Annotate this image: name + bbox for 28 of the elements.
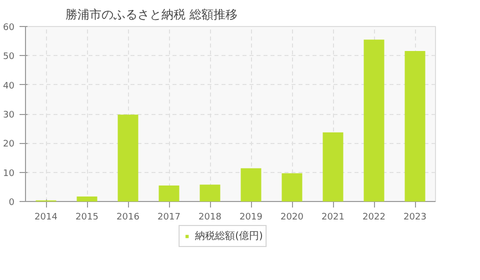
bar	[364, 40, 384, 202]
bar	[158, 185, 180, 202]
y-tick-label: 50	[3, 52, 15, 62]
bar	[322, 132, 344, 202]
bar	[200, 184, 220, 202]
bar	[118, 114, 138, 202]
bar	[282, 173, 302, 202]
x-tick-label: 2016	[116, 212, 140, 222]
x-tick-label: 2019	[240, 212, 263, 222]
y-tick-label: 30	[3, 110, 15, 120]
x-tick-label: 2021	[322, 212, 344, 222]
y-tick-label: 60	[3, 23, 15, 33]
bar	[76, 196, 98, 202]
y-tick-label: 10	[3, 168, 15, 179]
x-tick-label: 2020	[280, 212, 304, 222]
x-tick-label: 2023	[404, 212, 426, 222]
chart-title: 勝浦市のふるさと納税 総額推移	[66, 8, 238, 22]
x-tick-label: 2017	[158, 212, 180, 222]
y-tick-label: 40	[3, 81, 15, 92]
legend-label: 納税総額(億円)	[195, 230, 263, 243]
x-tick-label: 2018	[198, 212, 222, 222]
bar	[240, 168, 262, 202]
x-tick-label: 2015	[76, 212, 98, 222]
y-tick-label: 0	[8, 198, 15, 208]
x-tick-label: 2022	[362, 212, 386, 222]
bar	[404, 51, 426, 202]
y-tick-label: 20	[3, 140, 15, 150]
x-tick-label: 2014	[34, 212, 58, 222]
